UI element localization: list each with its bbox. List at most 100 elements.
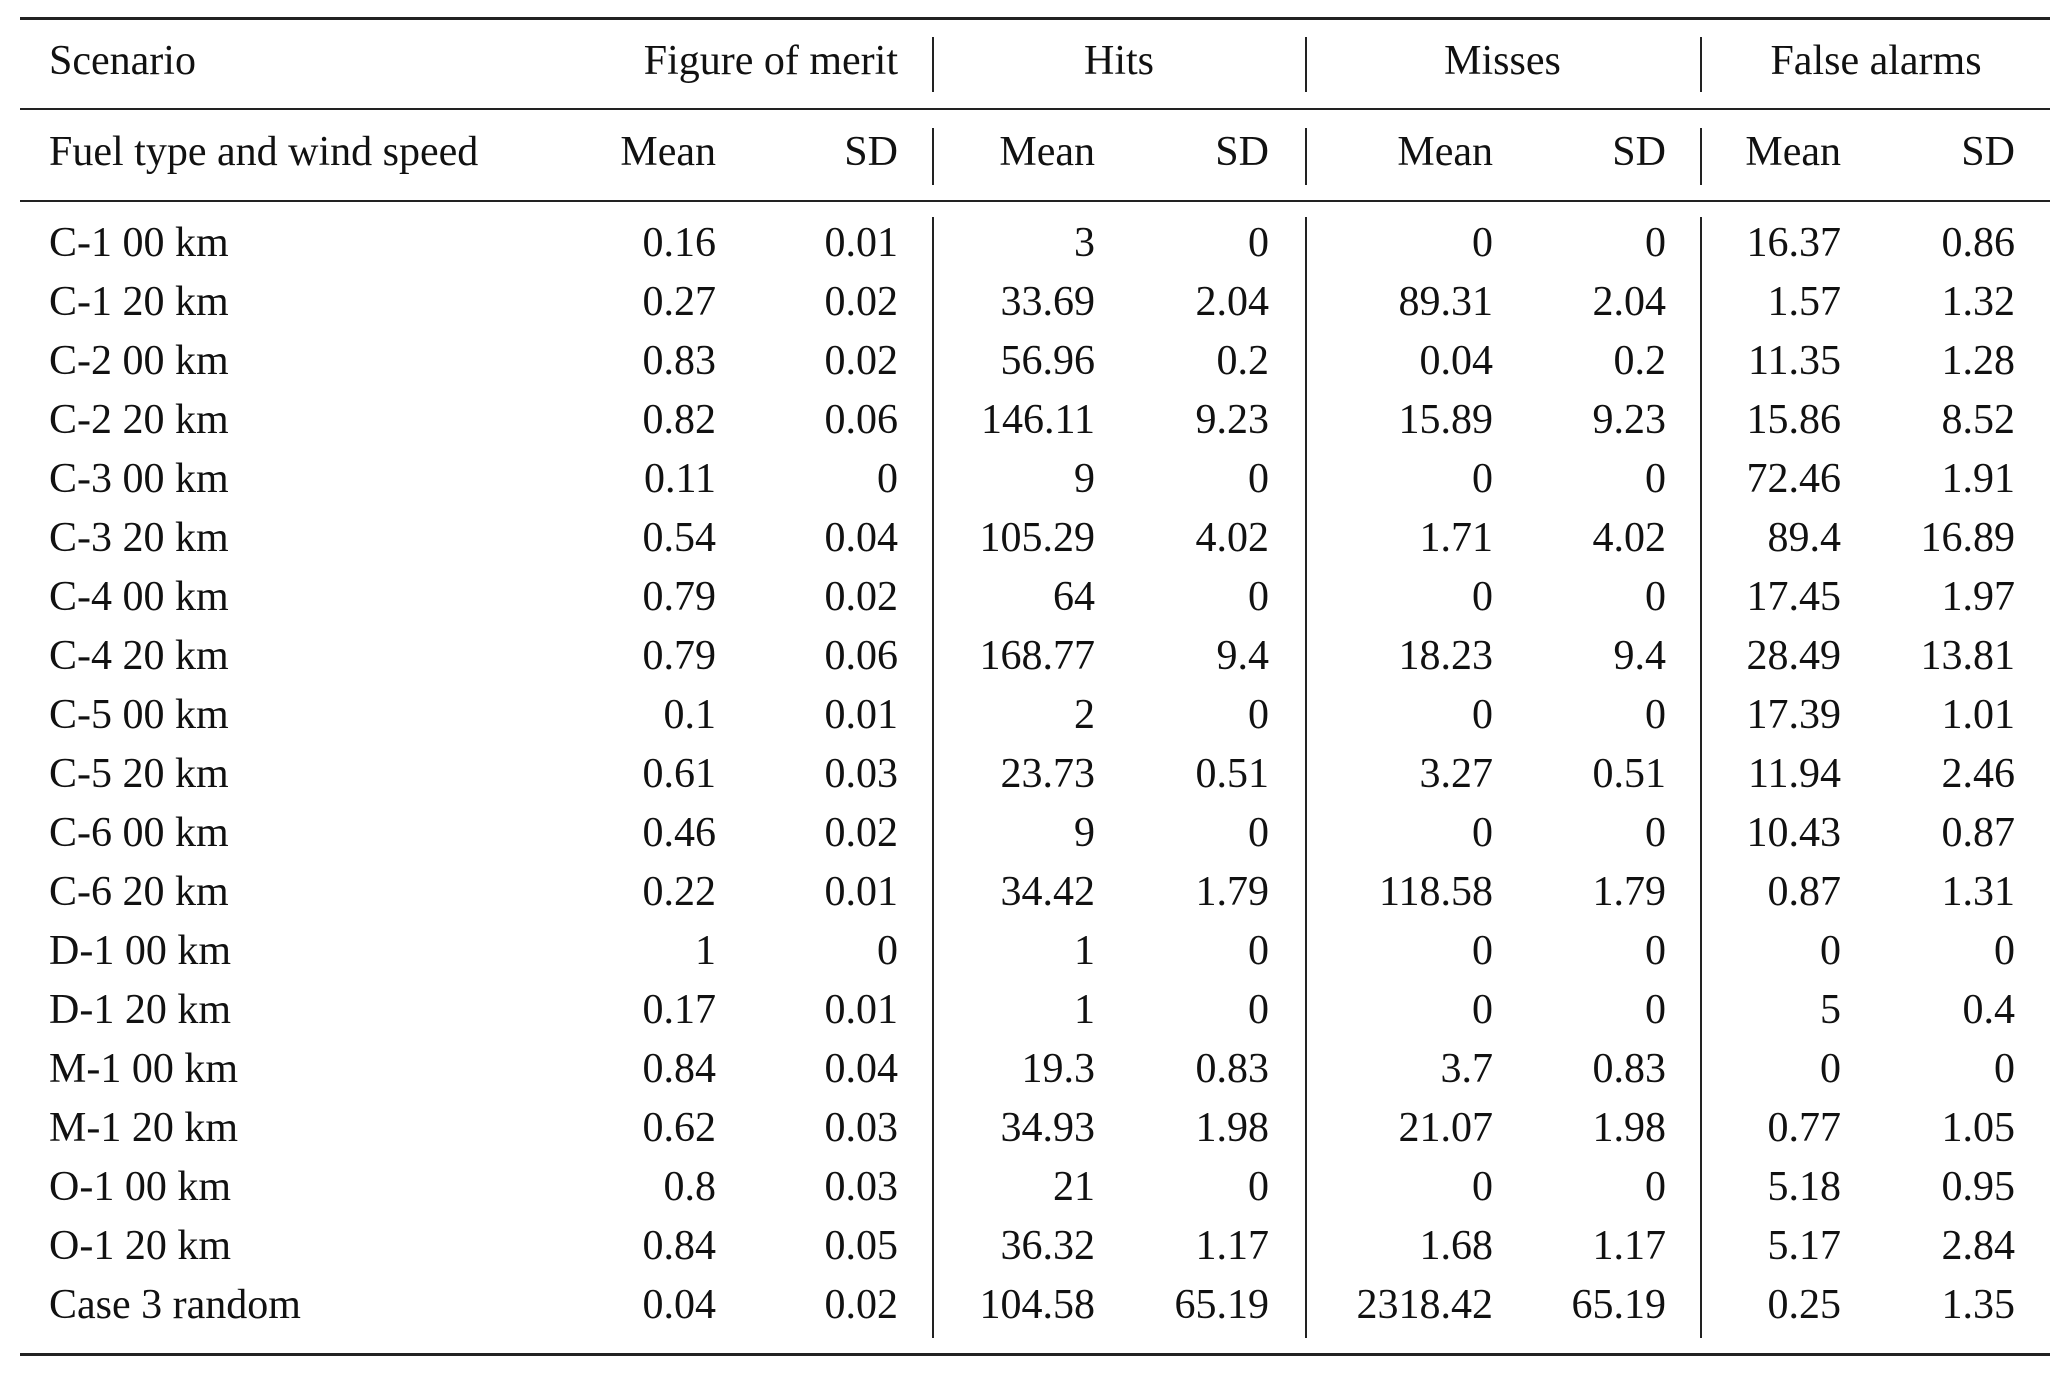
cell-misses-mean: 1.68 <box>1419 1223 1494 1269</box>
cell-misses-mean: 18.23 <box>1398 633 1494 679</box>
header-figure-of-merit: Figure of merit <box>643 38 898 84</box>
cell-false-alarms-sd: 1.91 <box>1941 456 2016 502</box>
cell-false-alarms-sd: 0 <box>1994 928 2015 974</box>
cell-misses-mean: 0 <box>1472 810 1493 856</box>
cell-fom-mean: 0.61 <box>642 751 717 797</box>
cell-false-alarms-mean: 89.4 <box>1767 515 1842 561</box>
cell-misses-sd: 2.04 <box>1592 279 1667 325</box>
cell-false-alarms-mean: 72.46 <box>1746 456 1842 502</box>
cell-false-alarms-sd: 1.35 <box>1941 1282 2016 1328</box>
subheader-misses-sd: SD <box>1612 129 1666 175</box>
cell-fom-sd: 0.06 <box>824 397 899 443</box>
cell-fom-mean: 0.11 <box>644 456 716 502</box>
cell-scenario: C-2 00 km <box>49 338 229 384</box>
cell-scenario: C-5 00 km <box>49 692 229 738</box>
cell-misses-mean: 2318.42 <box>1356 1282 1494 1328</box>
cell-misses-mean: 0.04 <box>1419 338 1494 384</box>
column-group-separator <box>932 217 934 1338</box>
cell-misses-sd: 0 <box>1645 928 1666 974</box>
cell-false-alarms-sd: 1.28 <box>1941 338 2016 384</box>
cell-misses-sd: 9.4 <box>1613 633 1667 679</box>
cell-fom-mean: 0.79 <box>642 633 717 679</box>
cell-hits-sd: 0 <box>1248 574 1269 620</box>
cell-fom-sd: 0.03 <box>824 1105 899 1151</box>
cell-false-alarms-mean: 0 <box>1820 1046 1841 1092</box>
cell-fom-mean: 0.04 <box>642 1282 717 1328</box>
cell-fom-mean: 0.17 <box>642 987 717 1033</box>
cell-scenario: C-4 00 km <box>49 574 229 620</box>
column-group-separator <box>1305 128 1307 185</box>
cell-hits-sd: 2.04 <box>1195 279 1270 325</box>
cell-hits-sd: 0.83 <box>1195 1046 1270 1092</box>
cell-false-alarms-sd: 0.95 <box>1941 1164 2016 1210</box>
cell-scenario: M-1 00 km <box>49 1046 238 1092</box>
cell-hits-sd: 0 <box>1248 456 1269 502</box>
cell-fom-mean: 0.79 <box>642 574 717 620</box>
cell-scenario: C-4 20 km <box>49 633 229 679</box>
cell-misses-mean: 0 <box>1472 456 1493 502</box>
cell-hits-sd: 0 <box>1248 692 1269 738</box>
cell-hits-sd: 0 <box>1248 220 1269 266</box>
cell-false-alarms-sd: 8.52 <box>1941 397 2016 443</box>
cell-fom-sd: 0.01 <box>824 987 899 1033</box>
cell-hits-mean: 3 <box>1074 220 1095 266</box>
cell-false-alarms-mean: 10.43 <box>1746 810 1842 856</box>
cell-misses-mean: 1.71 <box>1419 515 1494 561</box>
cell-false-alarms-sd: 2.46 <box>1941 751 2016 797</box>
cell-fom-sd: 0.03 <box>824 1164 899 1210</box>
cell-misses-mean: 0 <box>1472 987 1493 1033</box>
cell-scenario: O-1 00 km <box>49 1164 231 1210</box>
cell-misses-sd: 0 <box>1645 456 1666 502</box>
cell-scenario: M-1 20 km <box>49 1105 238 1151</box>
cell-scenario: D-1 00 km <box>49 928 231 974</box>
cell-false-alarms-mean: 17.45 <box>1746 574 1842 620</box>
cell-scenario: C-2 20 km <box>49 397 229 443</box>
cell-false-alarms-sd: 0.86 <box>1941 220 2016 266</box>
cell-hits-mean: 19.3 <box>1021 1046 1096 1092</box>
cell-false-alarms-mean: 11.94 <box>1748 751 1841 797</box>
column-group-separator <box>1700 217 1702 1338</box>
cell-fom-mean: 0.54 <box>642 515 717 561</box>
cell-scenario: C-1 00 km <box>49 220 229 266</box>
cell-misses-sd: 9.23 <box>1592 397 1667 443</box>
cell-fom-sd: 0.04 <box>824 1046 899 1092</box>
cell-hits-sd: 65.19 <box>1174 1282 1270 1328</box>
cell-false-alarms-sd: 13.81 <box>1920 633 2016 679</box>
cell-misses-sd: 0.83 <box>1592 1046 1667 1092</box>
cell-hits-sd: 9.4 <box>1216 633 1270 679</box>
cell-misses-sd: 4.02 <box>1592 515 1667 561</box>
cell-false-alarms-mean: 17.39 <box>1746 692 1842 738</box>
subheader-false-alarms-sd: SD <box>1961 129 2015 175</box>
cell-hits-mean: 168.77 <box>979 633 1096 679</box>
cell-fom-sd: 0.01 <box>824 220 899 266</box>
cell-scenario: C-5 20 km <box>49 751 229 797</box>
cell-misses-sd: 0 <box>1645 692 1666 738</box>
cell-fom-mean: 0.22 <box>642 869 717 915</box>
cell-hits-mean: 146.11 <box>981 397 1095 443</box>
cell-false-alarms-sd: 0.87 <box>1941 810 2016 856</box>
cell-false-alarms-sd: 1.31 <box>1941 869 2016 915</box>
header-false-alarms: False alarms <box>1770 38 1982 84</box>
cell-misses-mean: 0 <box>1472 692 1493 738</box>
cell-fom-mean: 0.83 <box>642 338 717 384</box>
top-rule <box>20 17 2050 20</box>
cell-misses-mean: 118.58 <box>1379 869 1493 915</box>
cell-scenario: C-3 20 km <box>49 515 229 561</box>
column-group-separator <box>1700 128 1702 185</box>
cell-misses-mean: 21.07 <box>1398 1105 1494 1151</box>
cell-hits-mean: 1 <box>1074 928 1095 974</box>
cell-fom-mean: 0.84 <box>642 1046 717 1092</box>
cell-misses-sd: 0 <box>1645 987 1666 1033</box>
cell-hits-sd: 0 <box>1248 1164 1269 1210</box>
cell-false-alarms-mean: 5.17 <box>1767 1223 1842 1269</box>
cell-fom-sd: 0.05 <box>824 1223 899 1269</box>
cell-misses-mean: 0 <box>1472 928 1493 974</box>
column-group-separator <box>1305 217 1307 1338</box>
cell-scenario: C-6 20 km <box>49 869 229 915</box>
cell-misses-sd: 0 <box>1645 1164 1666 1210</box>
column-group-separator <box>1305 37 1307 92</box>
cell-false-alarms-sd: 16.89 <box>1920 515 2016 561</box>
subheader-hits-mean: Mean <box>999 129 1095 175</box>
cell-scenario: C-3 00 km <box>49 456 229 502</box>
cell-hits-sd: 1.17 <box>1195 1223 1270 1269</box>
